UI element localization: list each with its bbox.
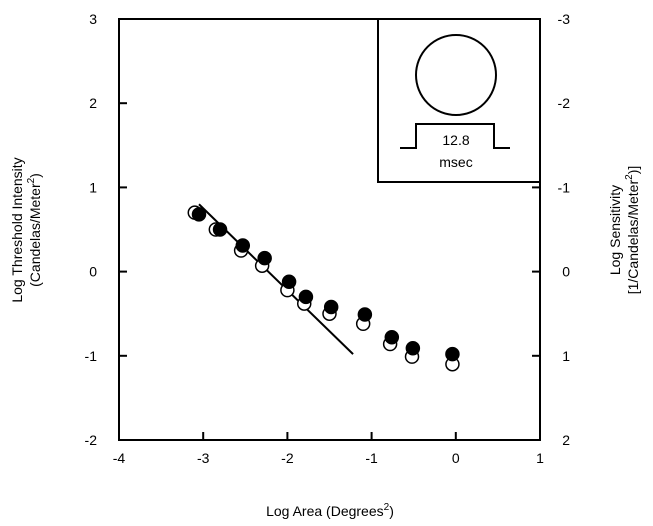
y2-tick-label: 2 <box>562 432 570 448</box>
y2-axis-title-line2: [1/Candelas/Meter2)] <box>624 166 641 295</box>
x-tick-label: -4 <box>113 450 126 466</box>
filled-data-point <box>298 289 314 305</box>
y-tick-label: -1 <box>85 348 98 364</box>
stimulus-inset: 12.8 msec <box>377 18 541 183</box>
filled-data-point <box>191 207 207 222</box>
y2-axis-title-line1: Log Sensitivity <box>607 185 623 275</box>
y-tick-label: 1 <box>89 179 97 195</box>
y2-tick-label: 1 <box>562 348 570 364</box>
x-tick-label: -1 <box>365 450 378 466</box>
pulse-waveform-icon <box>400 123 510 149</box>
y-tick-label: 3 <box>89 11 97 27</box>
x-tick-label: -2 <box>281 450 294 466</box>
filled-data-point <box>405 340 421 356</box>
x-tick-label: 0 <box>452 450 460 466</box>
y2-tick-label: -1 <box>558 179 571 195</box>
y-axis-title-line1: Log Threshold Intensity <box>9 157 25 302</box>
y-tick-label: 2 <box>89 95 97 111</box>
filled-data-point <box>323 299 339 315</box>
inset-box <box>377 18 541 183</box>
filled-data-point <box>281 274 297 289</box>
x-tick-label: -3 <box>197 450 210 466</box>
filled-data-point <box>445 346 460 362</box>
filled-data-point <box>357 307 373 322</box>
filled-data-point <box>384 330 400 345</box>
plot-frame <box>118 18 541 441</box>
y2-tick-label: 0 <box>562 264 570 280</box>
y-axis-ticks: 3 2 1 0 -1 -2 <box>85 11 127 448</box>
y-tick-label: 0 <box>89 264 97 280</box>
filled-data-point <box>257 250 272 266</box>
filled-data-point <box>235 238 251 253</box>
inset-duration-unit: msec <box>439 154 472 170</box>
y-axis-title-line2: (Candelas/Meter2) <box>26 173 43 287</box>
y2-tick-label: -3 <box>558 11 571 27</box>
x-axis-title: Log Area (Degrees2) <box>266 502 394 519</box>
filled-data-point <box>212 222 228 237</box>
inset-duration-value: 12.8 <box>442 132 469 148</box>
data-points <box>187 205 460 372</box>
y-tick-label: -2 <box>85 432 98 448</box>
y2-tick-label: -2 <box>558 95 571 111</box>
stimulus-circle-icon <box>415 34 497 116</box>
x-tick-label: 1 <box>536 450 544 466</box>
x-axis-ticks: -4 -3 -2 -1 0 1 <box>113 432 544 466</box>
